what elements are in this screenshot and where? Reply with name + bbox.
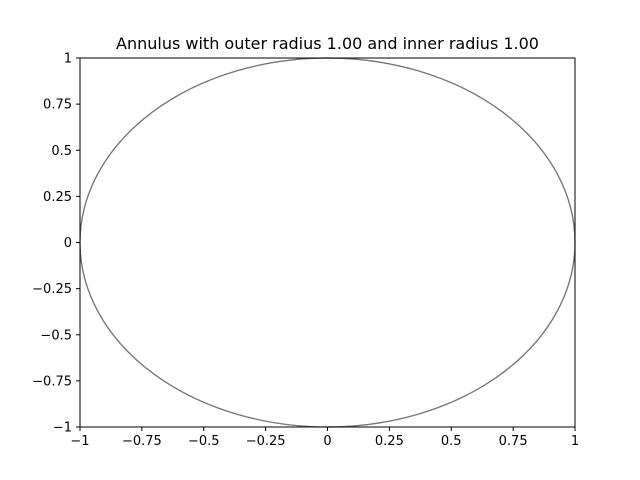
x-tick-label: 0.5 xyxy=(441,434,462,449)
y-tick-label: −0.25 xyxy=(32,282,72,297)
y-tick-label: 0.5 xyxy=(51,144,72,159)
x-tick-label: −0.5 xyxy=(188,434,220,449)
chart-title: Annulus with outer radius 1.00 and inner… xyxy=(116,34,539,53)
y-tick-label: 1 xyxy=(64,52,72,67)
y-tick-label: 0 xyxy=(64,236,72,251)
y-tick-label: −0.75 xyxy=(32,374,72,389)
x-tick-label: 0 xyxy=(323,434,331,449)
x-tick-label: −1 xyxy=(70,434,89,449)
x-tick-label: −0.25 xyxy=(246,434,286,449)
y-tick-label: −0.5 xyxy=(40,328,72,343)
x-tick-label: −0.75 xyxy=(122,434,162,449)
x-tick-label: 0.25 xyxy=(375,434,404,449)
y-axis-ticks: 1 0.75 0.5 0.25 0 −0.25 −0.5 −0.75 −1 xyxy=(32,52,80,436)
plot-frame xyxy=(79,57,576,428)
y-tick-label: −1 xyxy=(53,421,72,436)
y-tick-label: 0.75 xyxy=(43,98,72,113)
y-tick-label: 0.25 xyxy=(43,190,72,205)
x-tick-label: 0.75 xyxy=(499,434,528,449)
plot-area xyxy=(80,58,575,427)
x-axis-ticks: −1 −0.75 −0.5 −0.25 0 0.25 0.5 0.75 1 xyxy=(70,427,579,449)
x-tick-label: 1 xyxy=(571,434,579,449)
